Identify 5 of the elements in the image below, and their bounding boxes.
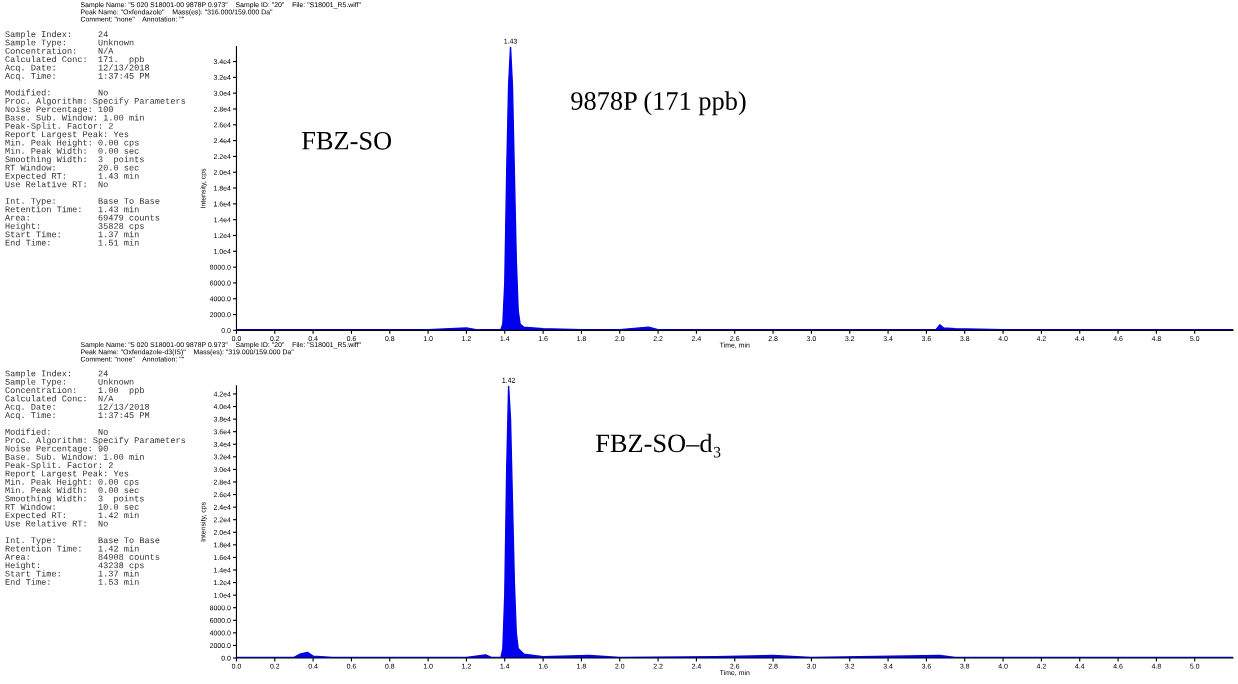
annotation: FBZ-SO <box>302 131 392 150</box>
text: Sample Index: 24 Sample Type: Unknown Concentration: N/A Calculated Conc: 171. ppb Acq. Date: 12/13/2018 Acq. Time: 1:37:45 PM Modified: No Proc. Algorithm: Specify Parameters Noise Percentage: 100 Base. Sub. Window: 1.00 min Peak-Split. Factor: 2 Report Largest Peak: Yes Min. Peak Height: 0.00 cps Min. Peak Width: 0.00 sec Smoothing Width: 3 points RT Window: 20.0 sec Expected RT: 1.43 min Use Relative RT: No Int. Type: Base To Base Retention Time: 1.43 min Area: 69479 counts Height: 35828 cps Start Time: 1.37 min End Time: 1.51 min <box>4 30 186 246</box>
annotation: FBZ-SO–d₃ <box>595 433 721 458</box>
annotation: 9878P (171 ppb) <box>571 91 746 116</box>
text: Sample Index: 24 Sample Type: Unknown Concentration: 1.00 ppb Calculated Conc: N/A Acq. Date: 12/13/2018 Acq. Time: 1:37:45 PM Modified: No Proc. Algorithm: Specify Parameters Noise Percentage: 90 Base. Sub. Window: 1.00 min Peak-Split. Factor: 2 Report Largest Peak: Yes Min. Peak Height: 0.00 cps Min. Peak Width: 0.00 sec Smoothing Width: 3 points RT Window: 10.0 sec Expected RT: 1.42 min Use Relative RT: No Int. Type: Base To Base Retention Time: 1.42 min Area: 84908 counts Height: 43238 cps Start Time: 1.37 min End Time: 1.53 min <box>4 370 186 585</box>
